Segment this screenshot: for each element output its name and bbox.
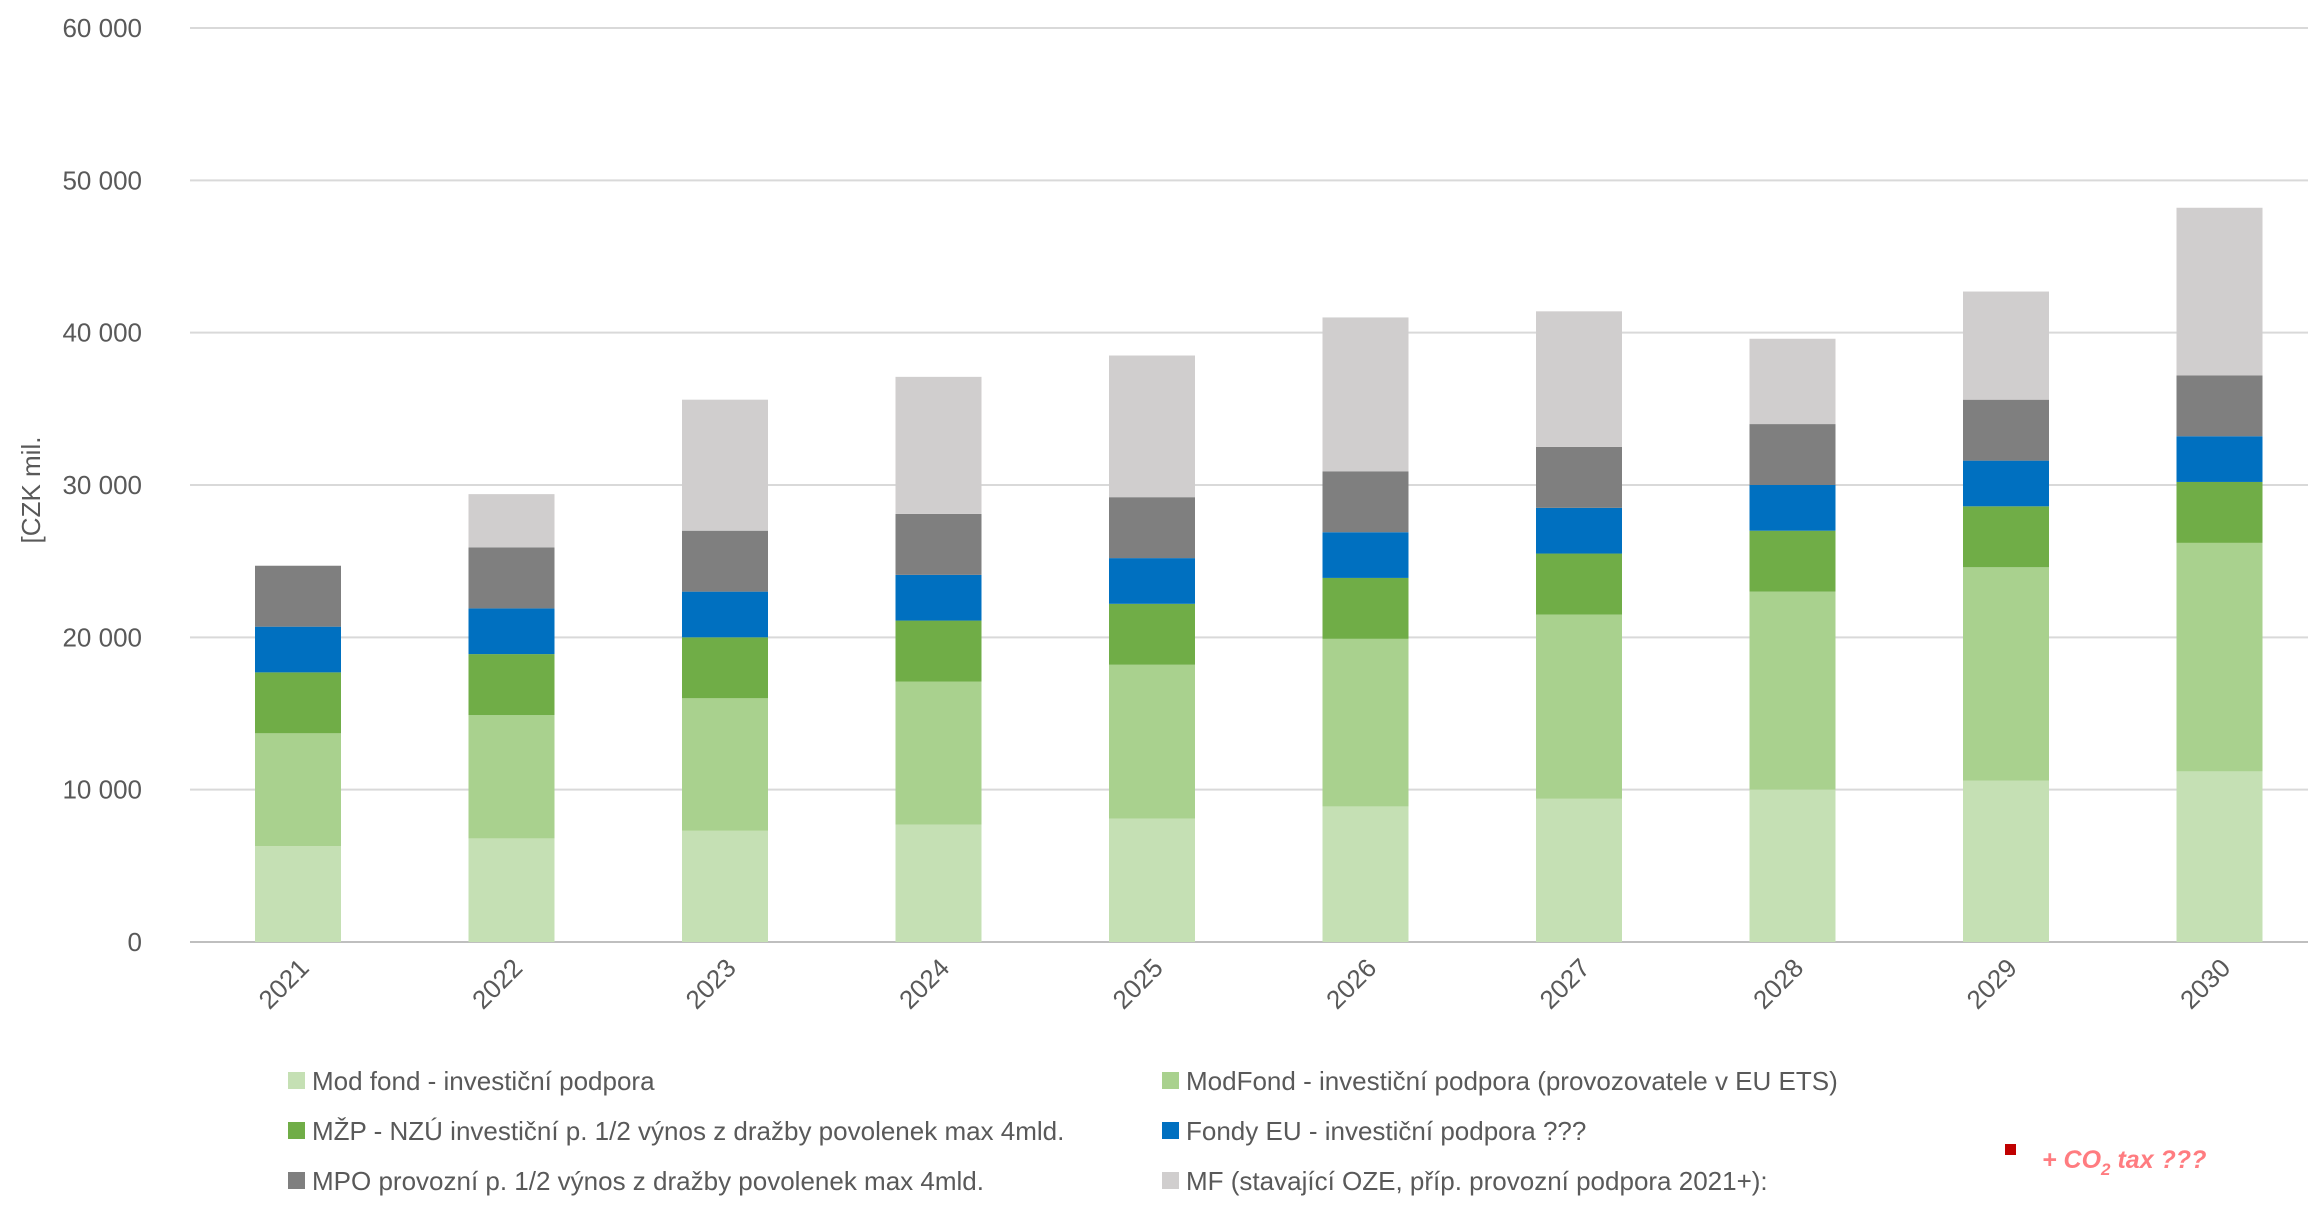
bar-segment bbox=[1536, 446, 1622, 508]
bar-segment bbox=[1536, 614, 1622, 799]
bar-segment bbox=[1749, 591, 1836, 790]
y-tick-label: 30 000 bbox=[62, 470, 142, 500]
bar-segment bbox=[1109, 355, 1195, 498]
bar-segment bbox=[1322, 806, 1409, 942]
x-tick-label: 2028 bbox=[1747, 953, 1809, 1015]
bar-segment bbox=[895, 620, 982, 682]
bar-segment bbox=[468, 494, 555, 548]
bar-segment bbox=[682, 530, 768, 592]
bar-segment bbox=[1749, 338, 1836, 425]
y-tick-label: 50 000 bbox=[62, 165, 142, 195]
x-tick-label: 2024 bbox=[893, 953, 955, 1015]
legend-swatch bbox=[1162, 1122, 1179, 1139]
bar-segment bbox=[1963, 506, 2049, 568]
y-axis-tick-labels: 0 10 000 20 000 30 000 40 000 50 000 60 000 bbox=[62, 13, 142, 957]
x-tick-label: 2025 bbox=[1107, 953, 1169, 1015]
bar-segment bbox=[682, 591, 768, 638]
bar-segment bbox=[1749, 485, 1836, 531]
bar-segment bbox=[1109, 558, 1195, 604]
bar-segment bbox=[1322, 577, 1409, 639]
legend-swatch bbox=[1162, 1072, 1179, 1089]
y-tick-label: 0 bbox=[128, 927, 142, 957]
bar-segment bbox=[2176, 375, 2263, 437]
bar-segment bbox=[682, 399, 768, 531]
bar-segment bbox=[255, 565, 341, 627]
legend-label: Mod fond - investiční podpora bbox=[312, 1066, 655, 1096]
legend-label: MF (stavající OZE, příp. provozní podpor… bbox=[1186, 1166, 1768, 1196]
bar-stacks bbox=[255, 207, 2263, 942]
co2-tax-annotation: + CO2 tax ??? bbox=[2005, 1144, 2206, 1179]
bar-segment bbox=[1963, 780, 2049, 942]
bar-segment bbox=[1109, 664, 1195, 819]
bar-segment bbox=[1536, 507, 1622, 554]
bar-segment bbox=[1536, 553, 1622, 615]
y-tick-label: 10 000 bbox=[62, 775, 142, 805]
x-tick-label: 2022 bbox=[466, 953, 528, 1015]
bar-segment bbox=[1322, 471, 1409, 533]
bar-segment bbox=[682, 698, 768, 831]
legend-label: MŽP - NZÚ investiční p. 1/2 výnos z draž… bbox=[312, 1116, 1064, 1146]
x-tick-label: 2029 bbox=[1961, 953, 2023, 1015]
legend-label: ModFond - investiční podpora (provozovat… bbox=[1186, 1066, 1838, 1096]
bar-segment bbox=[1109, 818, 1195, 942]
bar-segment bbox=[1322, 317, 1409, 472]
bar-segment bbox=[1109, 497, 1195, 559]
legend-swatch bbox=[288, 1172, 305, 1189]
bar-segment bbox=[2176, 771, 2263, 942]
legend-swatch bbox=[288, 1072, 305, 1089]
bar-segment bbox=[682, 637, 768, 699]
x-tick-label: 2023 bbox=[680, 953, 742, 1015]
bar-segment bbox=[2176, 542, 2263, 772]
annotation-marker bbox=[2005, 1144, 2016, 1155]
bar-segment bbox=[1109, 603, 1195, 665]
x-tick-label: 2021 bbox=[253, 953, 315, 1015]
legend: Mod fond - investiční podpora ModFond - i… bbox=[288, 1066, 1838, 1196]
x-tick-label: 2030 bbox=[2174, 953, 2236, 1015]
bar-segment bbox=[682, 830, 768, 942]
bar-segment bbox=[2176, 436, 2263, 482]
x-tick-label: 2026 bbox=[1320, 953, 1382, 1015]
bar-segment bbox=[255, 733, 341, 847]
bar-segment bbox=[2176, 481, 2263, 543]
bar-segment bbox=[1536, 311, 1622, 447]
bar-segment bbox=[255, 672, 341, 734]
bar-segment bbox=[468, 715, 555, 839]
bar-segment bbox=[1322, 638, 1409, 807]
bar-segment bbox=[1322, 532, 1409, 578]
legend-label: Fondy EU - investiční podpora ??? bbox=[1186, 1116, 1586, 1146]
y-tick-label: 60 000 bbox=[62, 13, 142, 43]
bar-segment bbox=[468, 654, 555, 716]
bar-segment bbox=[895, 824, 982, 942]
bar-segment bbox=[1749, 530, 1836, 592]
bar-segment bbox=[468, 547, 555, 609]
bar-segment bbox=[1749, 789, 1836, 942]
bar-segment bbox=[895, 574, 982, 621]
y-tick-label: 40 000 bbox=[62, 318, 142, 348]
bar-segment bbox=[1963, 291, 2049, 400]
bar-segment bbox=[895, 681, 982, 825]
legend-swatch bbox=[1162, 1172, 1179, 1189]
annotation-text: + CO2 tax ??? bbox=[2042, 1146, 2206, 1179]
x-axis-tick-labels: 2021 2022 2023 2024 2025 2026 2027 2028 2029 2030 bbox=[253, 953, 2237, 1015]
bar-segment bbox=[255, 626, 341, 673]
y-axis-label: [CZK mil. bbox=[16, 437, 46, 544]
bar-segment bbox=[2176, 207, 2263, 376]
bar-segment bbox=[895, 513, 982, 575]
bar-segment bbox=[468, 608, 555, 655]
bar-segment bbox=[1963, 399, 2049, 461]
bar-segment bbox=[1749, 424, 1836, 485]
bar-segment bbox=[1963, 460, 2049, 507]
bar-segment bbox=[1536, 798, 1622, 942]
y-tick-label: 20 000 bbox=[62, 622, 142, 652]
x-tick-label: 2027 bbox=[1534, 953, 1596, 1015]
bar-segment bbox=[895, 376, 982, 514]
legend-swatch bbox=[288, 1122, 305, 1139]
bar-segment bbox=[468, 838, 555, 942]
legend-label: MPO provozní p. 1/2 výnos z dražby povol… bbox=[312, 1166, 984, 1196]
bar-segment bbox=[1963, 567, 2049, 781]
bar-segment bbox=[255, 846, 341, 942]
